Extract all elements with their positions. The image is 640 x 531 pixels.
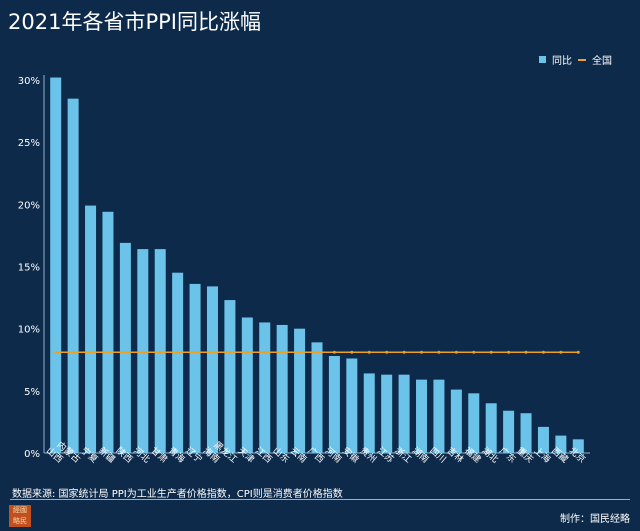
national-point [350, 350, 354, 354]
national-point [106, 350, 110, 354]
chart-title: 2021年各省市PPI同比涨幅 [8, 10, 261, 34]
bar-chart: 0%5%10%15%20%25%30%山西内蒙古宁夏新疆陕西河北甘肃青海辽宁海南… [18, 75, 590, 465]
bar [276, 324, 288, 453]
bar [259, 322, 271, 453]
national-point [263, 350, 267, 354]
national-point [454, 350, 458, 354]
y-tick-label: 15% [18, 263, 40, 274]
bar [485, 403, 497, 453]
logo-seal: 經國 略民 [9, 505, 31, 527]
bar [416, 379, 428, 453]
y-tick-label: 0% [24, 449, 40, 460]
national-point [315, 350, 319, 354]
national-point [576, 350, 580, 354]
legend-label-line: 全国 [592, 56, 612, 67]
national-point [280, 350, 284, 354]
bar [189, 283, 201, 453]
legend: 同比 全国 [539, 52, 612, 67]
bar [433, 379, 445, 453]
bar [102, 211, 114, 453]
bar [503, 410, 515, 453]
national-point [385, 350, 389, 354]
national-point [54, 350, 58, 354]
bar [398, 374, 410, 453]
national-point [158, 350, 162, 354]
bar [294, 328, 306, 453]
national-point [245, 350, 249, 354]
national-point [489, 350, 493, 354]
bar [468, 393, 480, 453]
y-tick-label: 20% [18, 200, 40, 211]
bar [85, 205, 97, 453]
bar [381, 374, 393, 453]
x-tick-label: 天津 [236, 445, 257, 465]
national-point [472, 350, 476, 354]
national-point [193, 350, 197, 354]
national-point [228, 350, 232, 354]
national-point [89, 350, 93, 354]
bar [119, 242, 131, 453]
national-point [524, 350, 528, 354]
divider [10, 499, 630, 500]
national-point [298, 350, 302, 354]
bar [67, 98, 79, 454]
legend-swatch-bar [539, 56, 546, 63]
national-point [420, 350, 424, 354]
bar [241, 317, 253, 453]
y-tick-label: 10% [18, 325, 40, 336]
bar [363, 373, 375, 453]
y-tick-label: 5% [24, 387, 40, 398]
national-point [176, 350, 180, 354]
bar [450, 389, 462, 453]
national-point [541, 350, 545, 354]
bar [206, 286, 218, 453]
x-tick-label: 湖北 [479, 445, 500, 465]
credit: 制作：国民经略 [560, 514, 630, 525]
bar [311, 342, 323, 453]
bar [520, 413, 532, 453]
national-point [141, 350, 145, 354]
legend-swatch-line [578, 58, 586, 61]
bar [224, 300, 236, 453]
source-note: 数据来源: 国家统计局 PPI为工业生产者价格指数，CPI则是消费者价格指数 [12, 489, 343, 500]
bar [328, 356, 340, 453]
national-point [402, 350, 406, 354]
national-point [507, 350, 511, 354]
y-tick-label: 30% [18, 76, 40, 87]
national-point [437, 350, 441, 354]
national-point [71, 350, 75, 354]
national-point [123, 350, 127, 354]
bar [50, 77, 62, 453]
national-point [332, 350, 336, 354]
national-point [210, 350, 214, 354]
national-point [367, 350, 371, 354]
x-tick-label: 江西 [253, 445, 274, 465]
bar [572, 439, 584, 453]
national-point [559, 350, 563, 354]
bar [555, 435, 567, 453]
bar [346, 358, 358, 453]
bar [537, 426, 549, 453]
legend-label-bar: 同比 [552, 56, 572, 67]
bar [172, 272, 184, 453]
y-tick-label: 25% [18, 138, 40, 149]
